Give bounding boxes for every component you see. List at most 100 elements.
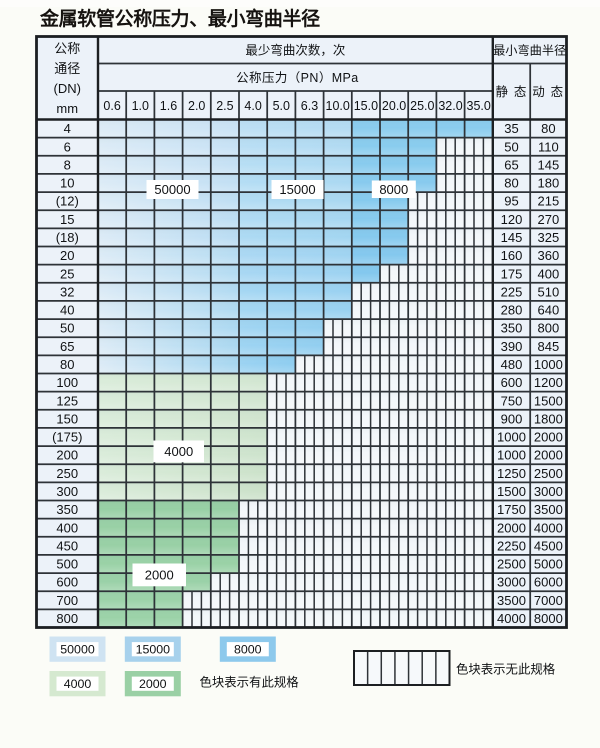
- svg-text:1000: 1000: [497, 430, 526, 445]
- svg-text:80: 80: [541, 121, 555, 136]
- svg-text:7000: 7000: [534, 593, 563, 608]
- svg-text:50000: 50000: [60, 643, 95, 657]
- svg-text:350: 350: [501, 321, 523, 336]
- svg-text:480: 480: [501, 357, 523, 372]
- svg-text:6: 6: [64, 139, 71, 154]
- svg-text:15000: 15000: [136, 643, 171, 657]
- svg-text:200: 200: [56, 448, 78, 463]
- svg-text:500: 500: [56, 557, 78, 572]
- svg-text:400: 400: [56, 520, 78, 535]
- svg-text:400: 400: [537, 266, 559, 281]
- svg-text:1.0: 1.0: [132, 99, 149, 113]
- svg-text:180: 180: [537, 176, 559, 191]
- svg-text:通径: 通径: [54, 61, 80, 76]
- svg-text:8000: 8000: [534, 611, 563, 626]
- svg-text:160: 160: [501, 248, 523, 263]
- svg-text:色块表示有此规格: 色块表示有此规格: [200, 674, 300, 689]
- svg-text:(DN): (DN): [54, 81, 81, 96]
- svg-text:2000: 2000: [534, 430, 563, 445]
- svg-text:金属软管公称压力、最小弯曲半径: 金属软管公称压力、最小弯曲半径: [39, 7, 320, 30]
- svg-text:2250: 2250: [497, 538, 526, 553]
- svg-text:360: 360: [537, 248, 559, 263]
- svg-text:1200: 1200: [534, 375, 563, 390]
- svg-text:2.0: 2.0: [188, 99, 205, 113]
- svg-text:600: 600: [501, 375, 523, 390]
- svg-text:640: 640: [537, 303, 559, 318]
- svg-text:600: 600: [56, 575, 78, 590]
- svg-text:1250: 1250: [497, 466, 526, 481]
- svg-text:25.0: 25.0: [410, 99, 434, 113]
- svg-text:510: 510: [537, 284, 559, 299]
- svg-text:145: 145: [537, 157, 559, 172]
- svg-text:35: 35: [504, 121, 518, 136]
- svg-text:2000: 2000: [534, 448, 563, 463]
- svg-text:1000: 1000: [534, 357, 563, 372]
- svg-text:3500: 3500: [534, 502, 563, 517]
- svg-text:32.0: 32.0: [438, 99, 462, 113]
- svg-text:动 态: 动 态: [532, 85, 564, 99]
- svg-text:25: 25: [60, 266, 74, 281]
- svg-text:(175): (175): [52, 430, 82, 445]
- svg-text:35.0: 35.0: [467, 99, 491, 113]
- svg-text:125: 125: [56, 393, 78, 408]
- svg-text:20.0: 20.0: [382, 99, 406, 113]
- svg-text:8000: 8000: [379, 182, 408, 197]
- svg-text:4000: 4000: [534, 520, 563, 535]
- svg-text:(18): (18): [56, 230, 79, 245]
- svg-text:110: 110: [538, 139, 559, 154]
- svg-text:350: 350: [56, 502, 78, 517]
- svg-text:1500: 1500: [497, 484, 526, 499]
- svg-text:300: 300: [56, 484, 78, 499]
- svg-text:4000: 4000: [164, 444, 193, 459]
- svg-text:3000: 3000: [497, 575, 526, 590]
- svg-text:3000: 3000: [534, 484, 563, 499]
- svg-text:2000: 2000: [497, 520, 526, 535]
- svg-text:120: 120: [501, 212, 523, 227]
- svg-text:145: 145: [501, 230, 523, 245]
- svg-text:700: 700: [56, 593, 78, 608]
- svg-text:450: 450: [56, 538, 78, 553]
- svg-text:1.6: 1.6: [160, 99, 177, 113]
- svg-text:800: 800: [537, 321, 559, 336]
- svg-text:150: 150: [56, 411, 78, 426]
- svg-text:3500: 3500: [497, 593, 526, 608]
- svg-text:280: 280: [501, 303, 523, 318]
- svg-text:2000: 2000: [139, 677, 167, 691]
- svg-text:4.0: 4.0: [244, 99, 261, 113]
- svg-text:mm: mm: [56, 101, 78, 116]
- svg-text:4500: 4500: [534, 538, 563, 553]
- svg-text:80: 80: [60, 357, 74, 372]
- svg-text:公称: 公称: [54, 41, 80, 56]
- svg-text:4000: 4000: [64, 677, 92, 691]
- svg-text:8000: 8000: [234, 643, 262, 657]
- svg-text:225: 225: [501, 284, 523, 299]
- svg-text:15: 15: [60, 212, 74, 227]
- svg-text:750: 750: [501, 393, 523, 408]
- svg-text:325: 325: [537, 230, 559, 245]
- svg-text:2500: 2500: [497, 557, 526, 572]
- svg-text:最少弯曲次数，次: 最少弯曲次数，次: [245, 42, 345, 57]
- svg-text:80: 80: [504, 176, 518, 191]
- svg-text:1500: 1500: [534, 393, 563, 408]
- svg-text:800: 800: [56, 611, 78, 626]
- svg-text:4: 4: [64, 121, 71, 136]
- svg-text:1000: 1000: [497, 448, 526, 463]
- svg-text:845: 845: [537, 339, 559, 354]
- svg-text:250: 250: [56, 466, 78, 481]
- svg-text:50: 50: [60, 321, 74, 336]
- svg-text:175: 175: [501, 266, 523, 281]
- svg-text:15.0: 15.0: [354, 99, 378, 113]
- svg-text:1800: 1800: [534, 411, 563, 426]
- svg-text:(12): (12): [56, 194, 79, 209]
- svg-text:50: 50: [504, 139, 518, 154]
- svg-text:40: 40: [60, 303, 74, 318]
- svg-text:20: 20: [60, 248, 74, 263]
- svg-text:2000: 2000: [145, 568, 174, 583]
- svg-text:390: 390: [501, 339, 523, 354]
- svg-text:静 态: 静 态: [495, 85, 527, 99]
- svg-text:6.3: 6.3: [301, 99, 318, 113]
- svg-text:0.6: 0.6: [103, 99, 120, 113]
- svg-text:4000: 4000: [497, 611, 526, 626]
- svg-text:270: 270: [537, 212, 559, 227]
- svg-text:5.0: 5.0: [273, 99, 290, 113]
